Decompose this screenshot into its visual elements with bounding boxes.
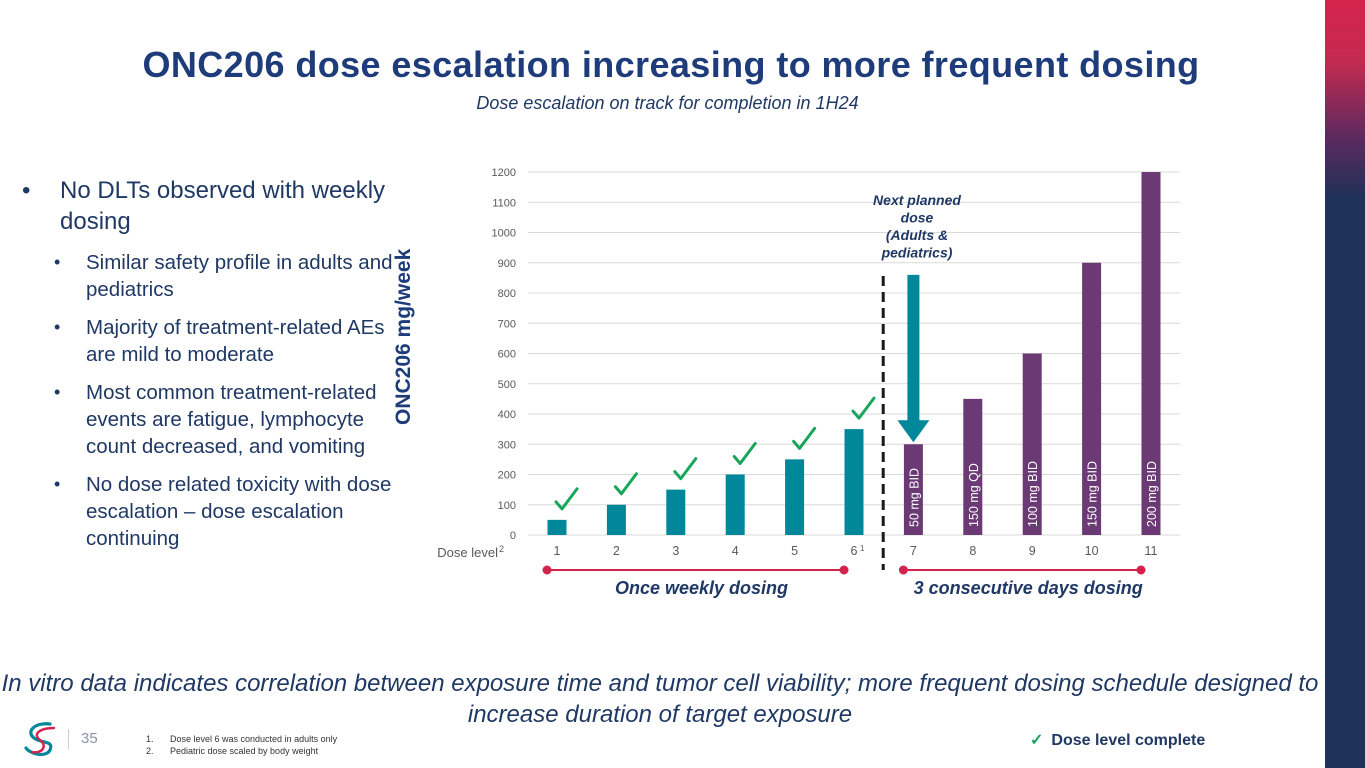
bullet-list: • No DLTs observed with weekly dosing • … [22,175,402,563]
y-tick-label: 400 [498,409,516,421]
footer-statement: In vitro data indicates correlation betw… [1,670,1319,728]
y-tick-label: 500 [498,379,516,391]
group-range-dot [542,565,552,575]
bullet-main-text: No DLTs observed with weekly dosing [60,177,386,235]
y-tick-label: 100 [498,500,516,512]
group-label: Once weekly dosing [615,578,788,598]
y-tick-label: 1200 [492,167,516,179]
bar [1141,172,1161,535]
legend-dose-complete: ✓ Dose level complete [1030,730,1205,750]
bar-label: 150 mg QD [967,463,981,527]
x-axis-superscript: 2 [499,544,504,554]
bar [606,504,626,535]
y-tick-label: 600 [498,349,516,361]
bar [1082,262,1102,535]
footnote: 1. Dose level 6 was conducted in adults o… [146,734,338,744]
group-label: 3 consecutive days dosing [914,578,1143,598]
x-tick-label: 4 [732,544,739,558]
footnotes: 1. Dose level 6 was conducted in adults o… [146,733,337,757]
group-range-dot [839,565,849,575]
annotation-text: Next planned [873,192,961,208]
bar [844,429,864,535]
y-tick-label: 700 [498,318,516,330]
bullet-sub: • Majority of treatment-related AEs are … [22,314,402,368]
checkmark-icon [554,487,579,511]
y-tick-label: 1100 [492,197,516,209]
x-tick-label: 5 [791,544,798,558]
checkmark-icon [851,396,876,420]
annotation-text: dose [901,210,934,226]
bullet-sub: • Similar safety profile in adults and p… [22,249,402,303]
page-number: 35 [68,729,98,749]
bar [666,489,686,535]
bullet-sub-text: Most common treatment-related events are… [86,381,377,458]
company-logo [24,722,56,757]
bar [1022,353,1042,535]
annotation-text: (Adults & [886,227,948,243]
bullet-dot-icon: • [54,252,61,272]
annotation-text: pediatrics) [881,245,953,261]
bullet-main: • No DLTs observed with weekly dosing [22,175,402,237]
y-tick-label: 200 [498,470,516,482]
brand-sidebar [1325,0,1365,768]
bar [903,444,923,535]
x-tick-superscript: 1 [860,544,865,553]
checkmark-icon [792,426,817,450]
bar-label: 150 mg BID [1086,461,1100,527]
page-title: ONC206 dose escalation increasing to mor… [142,44,1200,85]
y-tick-label: 900 [498,258,516,270]
x-tick-label: 7 [910,544,917,558]
x-tick-label: 10 [1085,544,1099,558]
bullet-dot-icon: • [54,317,61,337]
bullet-dot-icon: • [54,382,61,402]
bullet-sub: • No dose related toxicity with dose esc… [22,471,402,552]
bullet-sub-text: Majority of treatment-related AEs are mi… [86,316,385,366]
y-tick-label: 1000 [492,228,516,240]
y-tick-label: 0 [510,530,516,542]
bar [785,459,805,535]
x-tick-label: 2 [613,544,620,558]
x-tick-label: 11 [1145,544,1158,558]
bar [725,474,745,535]
checkmark-icon: ✓ [1030,732,1044,749]
arrow-shaft [907,274,920,423]
bar-label: 200 mg BID [1145,461,1159,527]
page-subtitle: Dose escalation on track for completion … [476,93,859,113]
checkmark-icon [673,457,698,481]
checkmark-icon [613,472,638,496]
x-tick-label: 6 [851,544,858,558]
group-range-dot [1136,565,1146,575]
legend-label: Dose level complete [1051,732,1206,749]
bar-label: 50 mg BID [907,468,921,527]
bullet-dot-icon: • [22,177,31,204]
x-tick-label: 8 [969,544,976,558]
x-tick-label: 9 [1029,544,1036,558]
bullet-sub-text: Similar safety profile in adults and ped… [86,251,393,301]
y-tick-label: 800 [498,288,516,300]
bar [547,519,567,535]
group-range-dot [898,565,908,575]
bar-label: 100 mg BID [1026,461,1040,527]
x-axis-label: Dose level [437,545,498,560]
bullet-sub-text: No dose related toxicity with dose escal… [86,473,392,550]
bullet-dot-icon: • [54,474,61,494]
bar [963,398,983,535]
checkmark-icon [732,442,757,465]
y-tick-label: 300 [498,439,516,451]
x-tick-label: 3 [672,544,679,558]
bullet-sub: • Most common treatment-related events a… [22,379,402,460]
arrow-down-icon [897,420,930,443]
x-tick-label: 1 [554,544,561,558]
footnote: 2. Pediatric dose scaled by body weight [146,746,319,756]
